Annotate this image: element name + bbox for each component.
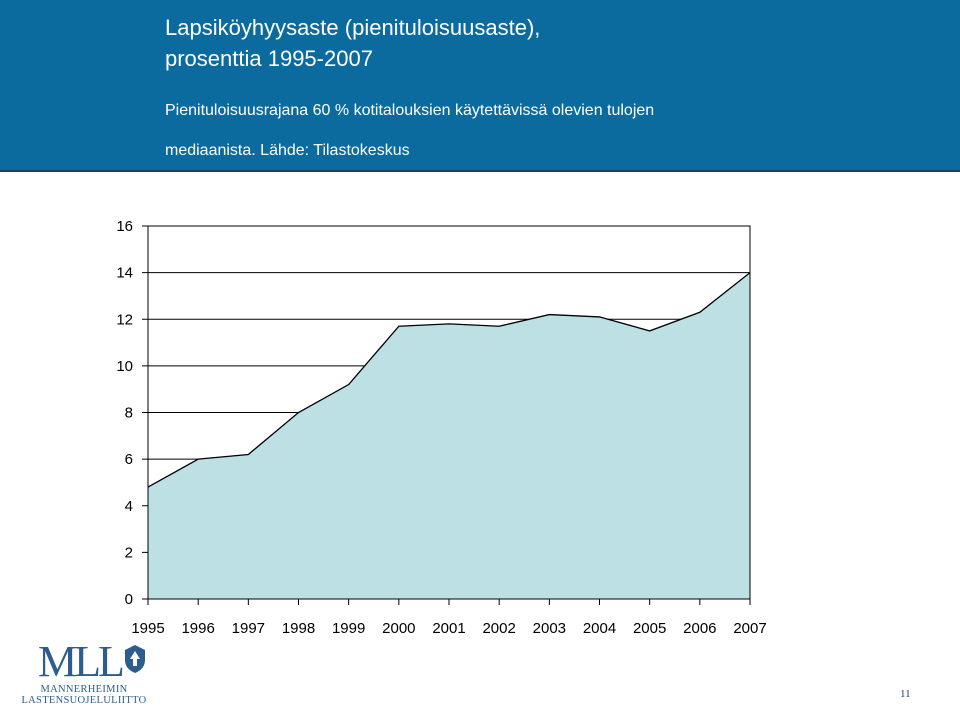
series-area: [148, 272, 750, 599]
series-line: [147, 272, 751, 488]
crest-icon: [125, 645, 145, 673]
x-tick-label: 2007: [733, 620, 766, 637]
y-tick-label: 12: [116, 311, 133, 328]
x-tick-label: 1997: [232, 620, 265, 637]
x-tick-label: 2005: [633, 620, 666, 637]
x-tick-label: 1995: [131, 620, 164, 637]
y-tick-label: 8: [125, 405, 133, 422]
y-axis: 0 2 4 6 8 10 12 14 16: [116, 218, 148, 608]
mll-logo: MLL MANNERHEIMIN LASTENSUOJELULIITTO: [14, 638, 154, 708]
y-tick-label: 10: [116, 358, 133, 375]
y-tick-label: 6: [125, 451, 133, 468]
y-tick-label: 16: [116, 218, 133, 235]
title-line-1: Lapsiköyhyysaste (pienituloisuusaste),: [165, 15, 541, 40]
x-tick-label: 1999: [332, 620, 365, 637]
x-axis: 1995 1996 1997 1998 1999 2000 2001 2002 2003 2004…: [131, 599, 767, 637]
y-tick-label: 2: [125, 544, 133, 561]
x-tick-label: 2004: [583, 620, 616, 637]
x-tick-label: 1996: [181, 620, 214, 637]
logo-line-2: LASTENSUOJELULIITTO: [21, 695, 147, 706]
y-tick-label: 14: [116, 265, 133, 282]
page-number: 11: [900, 688, 911, 700]
chart-title: Lapsiköyhyysaste (pienituloisuusaste), p…: [165, 12, 925, 74]
x-tick-label: 2000: [382, 620, 415, 637]
y-tick-label: 0: [125, 591, 133, 608]
title-line-2: prosenttia 1995-2007: [165, 46, 373, 71]
subtitle-line-2: mediaanista. Lähde: Tilastokeskus: [165, 142, 410, 159]
x-tick-label: 2003: [533, 620, 566, 637]
header-banner: Lapsiköyhyysaste (pienituloisuusaste), p…: [0, 0, 960, 172]
x-tick-label: 1998: [282, 620, 315, 637]
x-tick-label: 2001: [432, 620, 465, 637]
logo-mark: MLL: [38, 637, 125, 686]
subtitle-line-1: Pienituloisuusrajana 60 % kotitalouksien…: [165, 102, 655, 119]
y-tick-label: 4: [125, 498, 133, 515]
x-tick-label: 2002: [482, 620, 515, 637]
x-tick-label: 2006: [683, 620, 716, 637]
logo-line-1: MANNERHEIMIN: [40, 684, 128, 695]
chart-subtitle: Pienituloisuusrajana 60 % kotitalouksien…: [165, 98, 885, 163]
logo-wordmark: MANNERHEIMIN LASTENSUOJELULIITTO: [14, 684, 154, 706]
